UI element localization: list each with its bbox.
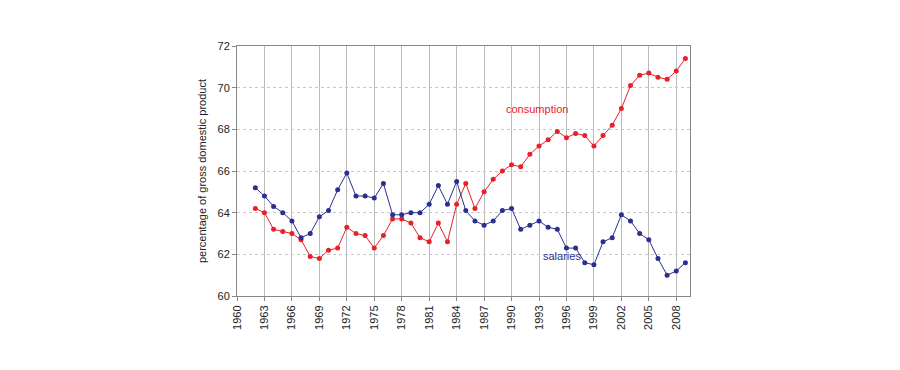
svg-text:62: 62 <box>218 248 230 260</box>
svg-text:1972: 1972 <box>340 305 352 329</box>
svg-text:1999: 1999 <box>587 305 599 329</box>
svg-text:1969: 1969 <box>313 305 325 329</box>
svg-text:2005: 2005 <box>642 305 654 329</box>
svg-text:2008: 2008 <box>670 305 682 329</box>
svg-text:1996: 1996 <box>560 305 572 329</box>
svg-text:64: 64 <box>218 207 230 219</box>
svg-text:1978: 1978 <box>395 305 407 329</box>
svg-text:1990: 1990 <box>505 305 517 329</box>
svg-text:1963: 1963 <box>258 305 270 329</box>
svg-text:1984: 1984 <box>450 305 462 329</box>
svg-text:1975: 1975 <box>368 305 380 329</box>
svg-text:66: 66 <box>218 165 230 177</box>
svg-text:70: 70 <box>218 82 230 94</box>
svg-text:1993: 1993 <box>533 305 545 329</box>
svg-text:1981: 1981 <box>423 305 435 329</box>
svg-text:60: 60 <box>218 290 230 302</box>
svg-text:percentage of gross domestic p: percentage of gross domestic product <box>196 79 208 263</box>
svg-text:1966: 1966 <box>285 305 297 329</box>
svg-text:salaries: salaries <box>543 250 581 262</box>
svg-text:consumption: consumption <box>506 103 568 115</box>
svg-text:2002: 2002 <box>615 305 627 329</box>
svg-text:1987: 1987 <box>478 305 490 329</box>
svg-text:72: 72 <box>218 40 230 52</box>
svg-text:68: 68 <box>218 123 230 135</box>
svg-text:1960: 1960 <box>231 305 243 329</box>
